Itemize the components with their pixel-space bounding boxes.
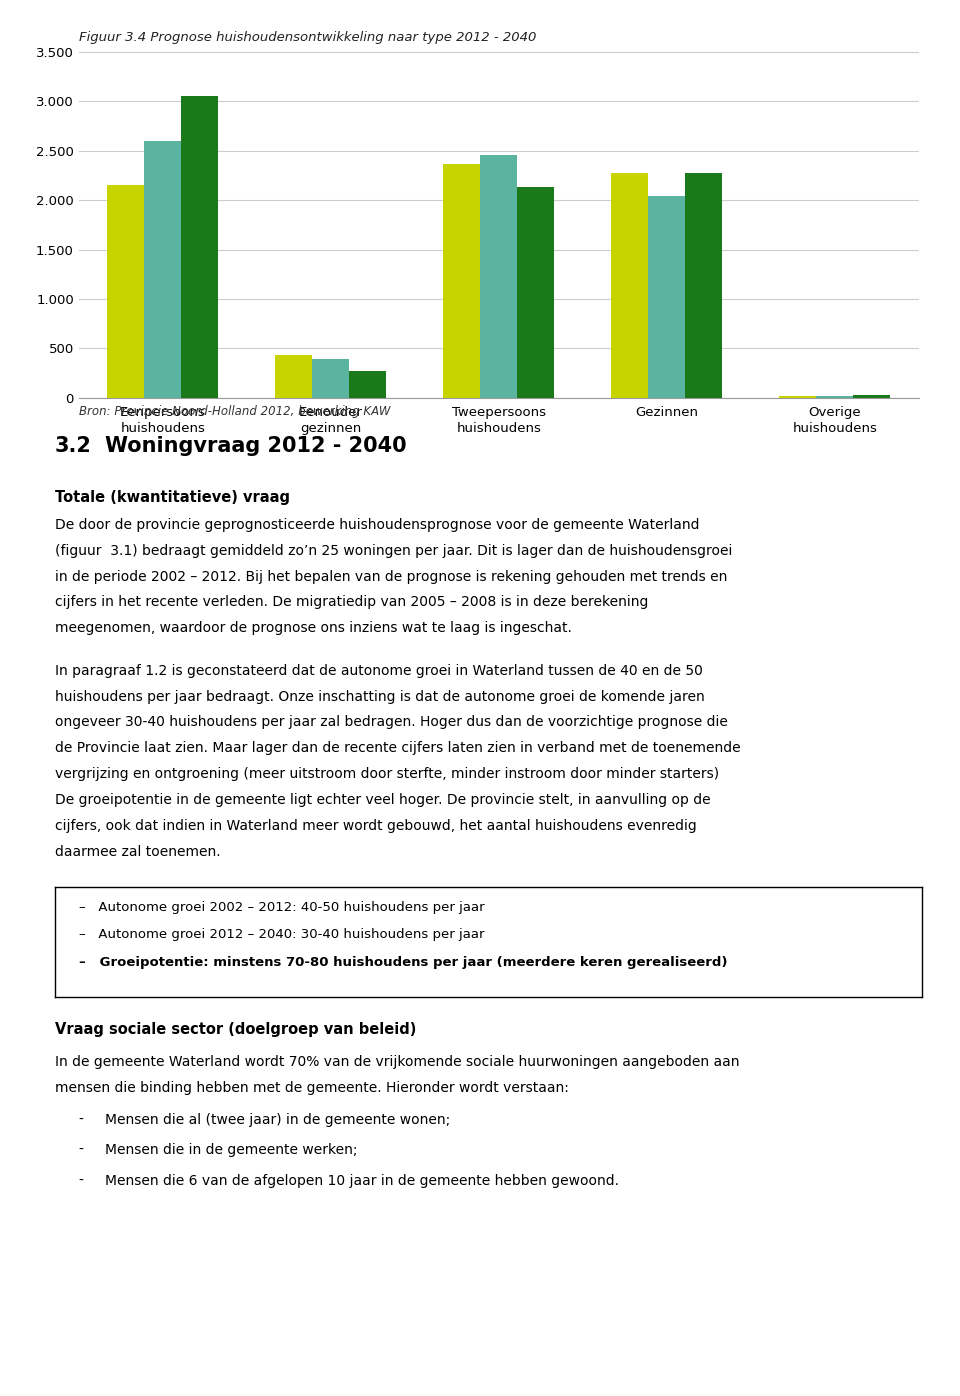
Bar — [276, 356, 312, 398]
Text: de Provincie laat zien. Maar lager dan de recente cijfers laten zien in verband : de Provincie laat zien. Maar lager dan d… — [55, 741, 740, 755]
Text: ongeveer 30-40 huishoudens per jaar zal bedragen. Hoger dus dan de voorzichtige : ongeveer 30-40 huishoudens per jaar zal … — [55, 715, 728, 730]
Bar — [480, 155, 517, 398]
Bar — [780, 396, 816, 398]
Text: cijfers in het recente verleden. De migratiedip van 2005 – 2008 is in deze berek: cijfers in het recente verleden. De migr… — [55, 595, 648, 610]
Text: -: - — [79, 1113, 84, 1127]
Text: -: - — [79, 1143, 84, 1157]
Bar — [853, 395, 890, 398]
Text: daarmee zal toenemen.: daarmee zal toenemen. — [55, 845, 221, 859]
Text: -: - — [79, 1174, 84, 1188]
Text: Bron: Provincie Noord-Holland 2012, bewerking KAW: Bron: Provincie Noord-Holland 2012, bewe… — [79, 405, 390, 417]
Text: Vraag sociale sector (doelgroep van beleid): Vraag sociale sector (doelgroep van bele… — [55, 1022, 416, 1037]
Text: huishoudens per jaar bedraagt. Onze inschatting is dat de autonome groei de kome: huishoudens per jaar bedraagt. Onze insc… — [55, 690, 705, 704]
Text: cijfers, ook dat indien in Waterland meer wordt gebouwd, het aantal huishoudens : cijfers, ook dat indien in Waterland mee… — [55, 818, 696, 833]
Bar — [108, 186, 144, 398]
Bar — [517, 187, 554, 398]
Text: in de periode 2002 – 2012. Bij het bepalen van de prognose is rekening gehouden : in de periode 2002 – 2012. Bij het bepal… — [55, 570, 727, 584]
Text: Figuur 3.4 Prognose huishoudensontwikkeling naar type 2012 - 2040: Figuur 3.4 Prognose huishoudensontwikkel… — [79, 31, 536, 43]
Text: (figuur  3.1) bedraagt gemiddeld zo’n 25 woningen per jaar. Dit is lager dan de : (figuur 3.1) bedraagt gemiddeld zo’n 25 … — [55, 543, 732, 558]
Bar — [612, 173, 648, 398]
Text: Mensen die 6 van de afgelopen 10 jaar in de gemeente hebben gewoond.: Mensen die 6 van de afgelopen 10 jaar in… — [105, 1174, 618, 1188]
Text: Totale (kwantitatieve) vraag: Totale (kwantitatieve) vraag — [55, 490, 290, 505]
Text: Woningvraag 2012 - 2040: Woningvraag 2012 - 2040 — [105, 436, 406, 455]
Text: –   Groeipotentie: minstens 70-80 huishoudens per jaar (meerdere keren gerealise: – Groeipotentie: minstens 70-80 huishoud… — [79, 955, 728, 969]
Bar — [685, 173, 722, 398]
Text: –   Autonome groei 2002 – 2012: 40-50 huishoudens per jaar: – Autonome groei 2002 – 2012: 40-50 huis… — [79, 902, 485, 914]
Bar — [144, 141, 181, 398]
Text: In paragraaf 1.2 is geconstateerd dat de autonome groei in Waterland tussen de 4: In paragraaf 1.2 is geconstateerd dat de… — [55, 663, 703, 678]
Text: 3.2: 3.2 — [55, 436, 91, 455]
Bar — [312, 359, 349, 398]
Bar — [816, 396, 853, 398]
Text: vergrijzing en ontgroening (meer uitstroom door sterfte, minder instroom door mi: vergrijzing en ontgroening (meer uitstro… — [55, 766, 719, 782]
Text: Mensen die al (twee jaar) in de gemeente wonen;: Mensen die al (twee jaar) in de gemeente… — [105, 1113, 450, 1127]
Text: meegenomen, waardoor de prognose ons inziens wat te laag is ingeschat.: meegenomen, waardoor de prognose ons inz… — [55, 621, 571, 635]
Bar — [648, 197, 685, 398]
Text: –   Autonome groei 2012 – 2040: 30-40 huishoudens per jaar: – Autonome groei 2012 – 2040: 30-40 huis… — [79, 928, 484, 941]
Bar — [444, 163, 480, 398]
Text: In de gemeente Waterland wordt 70% van de vrijkomende sociale huurwoningen aange: In de gemeente Waterland wordt 70% van d… — [55, 1055, 739, 1069]
Text: De groeipotentie in de gemeente ligt echter veel hoger. De provincie stelt, in a: De groeipotentie in de gemeente ligt ech… — [55, 793, 710, 807]
Text: mensen die binding hebben met de gemeente. Hieronder wordt verstaan:: mensen die binding hebben met de gemeent… — [55, 1081, 568, 1096]
Text: De door de provincie geprognosticeerde huishoudensprognose voor de gemeente Wate: De door de provincie geprognosticeerde h… — [55, 518, 699, 532]
Bar — [349, 371, 386, 398]
Text: Mensen die in de gemeente werken;: Mensen die in de gemeente werken; — [105, 1143, 357, 1157]
Bar — [181, 96, 218, 398]
